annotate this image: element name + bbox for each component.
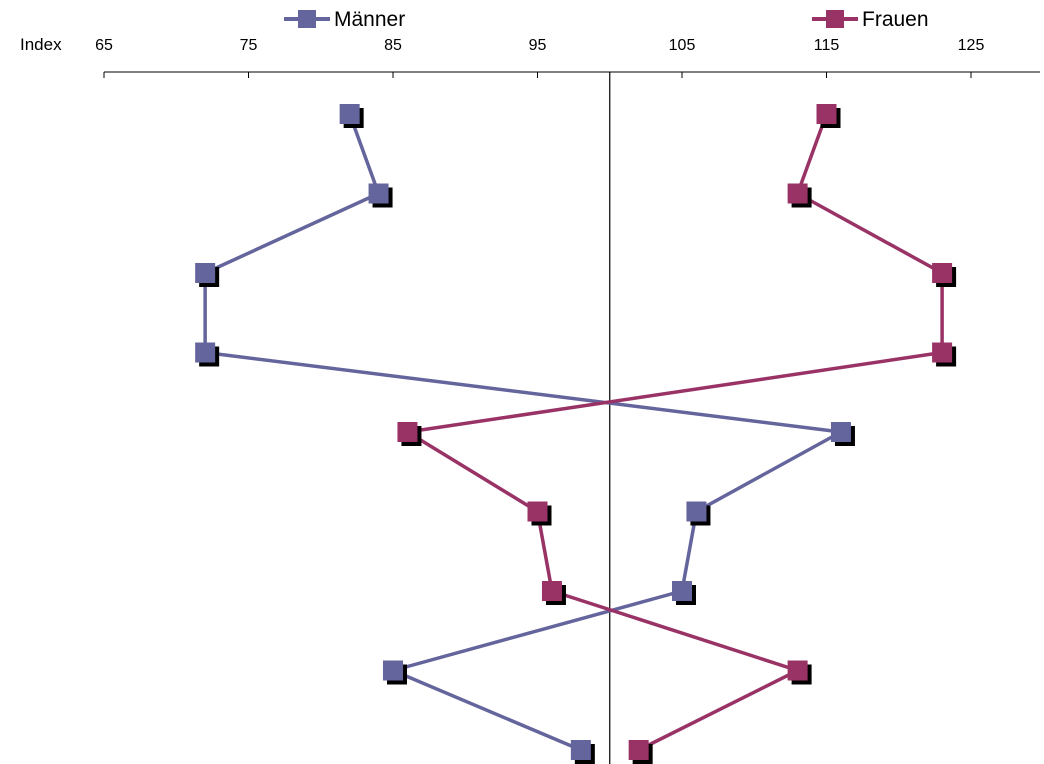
legend-label: Frauen bbox=[862, 8, 929, 31]
data-point bbox=[570, 740, 591, 760]
x-tick-label: 105 bbox=[669, 37, 696, 54]
legend-label: Männer bbox=[334, 8, 405, 31]
data-point bbox=[787, 660, 808, 681]
data-point bbox=[830, 422, 851, 442]
series-line bbox=[405, 113, 944, 752]
data-point bbox=[195, 342, 216, 363]
x-tick-label: 95 bbox=[529, 37, 547, 54]
data-point bbox=[787, 183, 808, 204]
data-point bbox=[383, 660, 403, 681]
series-0 bbox=[195, 104, 855, 764]
data-point bbox=[368, 183, 389, 204]
data-point bbox=[686, 501, 707, 522]
x-axis: Index 65 75 85 95 105 115 125 bbox=[20, 35, 1040, 78]
data-point bbox=[397, 422, 418, 442]
data-point bbox=[628, 740, 649, 760]
x-tick-label: 65 bbox=[95, 37, 113, 54]
data-point bbox=[816, 104, 837, 124]
data-point bbox=[932, 263, 953, 283]
data-point bbox=[195, 263, 216, 283]
x-tick-label: 85 bbox=[384, 37, 402, 54]
data-point bbox=[932, 342, 953, 363]
data-point bbox=[339, 104, 360, 124]
data-point bbox=[541, 581, 562, 601]
legend: Männer Frauen bbox=[284, 8, 929, 31]
legend-item-1: Frauen bbox=[812, 8, 929, 31]
x-tick-label: 75 bbox=[240, 37, 258, 54]
x-tick-label: 125 bbox=[958, 37, 985, 54]
legend-item-0: Männer bbox=[284, 8, 405, 31]
x-tick-label: 115 bbox=[814, 37, 840, 54]
data-point bbox=[672, 581, 692, 601]
data-point bbox=[527, 501, 548, 522]
legend-marker bbox=[298, 10, 316, 28]
series-1 bbox=[397, 104, 957, 764]
x-axis-title: Index bbox=[20, 35, 62, 54]
legend-marker bbox=[826, 10, 844, 28]
series-layer bbox=[195, 104, 957, 764]
